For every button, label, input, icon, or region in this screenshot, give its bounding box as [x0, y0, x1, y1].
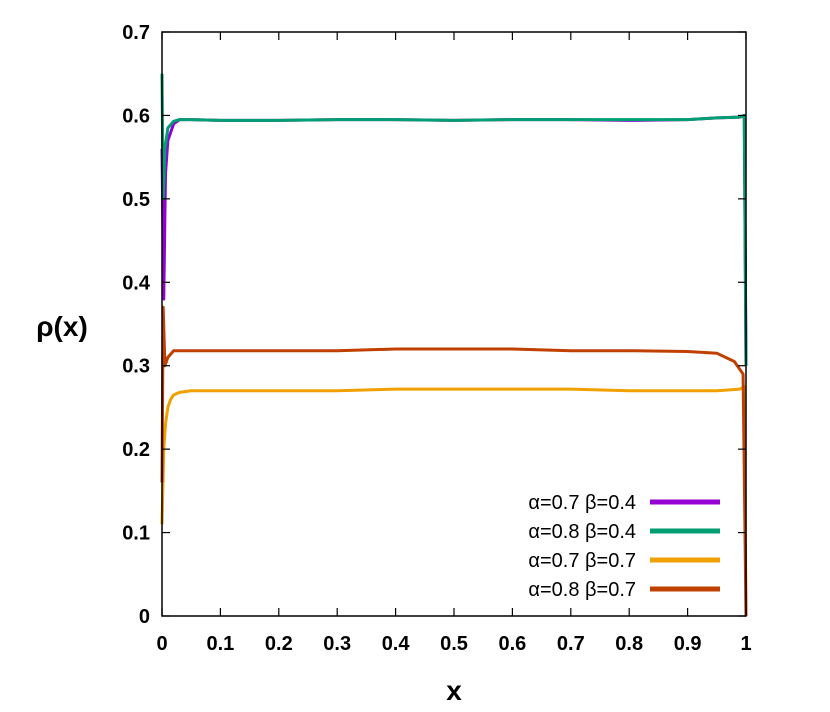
y-tick-label: 0.4: [122, 272, 151, 294]
x-tick-label: 1: [740, 633, 751, 655]
legend-label-2: α=0.8 β=0.4: [528, 521, 636, 543]
series-line-1: [160, 113, 748, 366]
x-tick-label: 0.4: [382, 633, 411, 655]
series-line-4: [160, 305, 748, 617]
legend: α=0.7 β=0.4 α=0.8 β=0.4 α=0.7 β=0.7 α=0.8 β…: [528, 492, 720, 601]
legend-label-1: α=0.7 β=0.4: [528, 492, 636, 514]
legend-label-4: α=0.8 β=0.7: [528, 579, 636, 601]
series-layer: [160, 73, 748, 617]
y-tick-label: 0.3: [122, 356, 150, 378]
ticks-layer: 0 0.1 0.2 0.3 0.4 0.5 0.6 0.7 0.8 0.9 1 0 0.1 0.2 0.3 0…: [122, 22, 751, 655]
series-line-2: [160, 73, 748, 366]
y-tick-label: 0.2: [122, 439, 150, 461]
x-tick-label: 0.5: [440, 633, 468, 655]
y-tick-label: 0: [139, 606, 150, 628]
series-line-3: [160, 385, 748, 617]
y-tick-label: 0.5: [122, 189, 150, 211]
x-tick-label: 0.9: [674, 633, 702, 655]
y-tick-label: 0.1: [122, 523, 150, 545]
y-axis-title: ρ(x): [36, 311, 88, 342]
x-tick-label: 0.8: [615, 633, 643, 655]
y-tick-label: 0.7: [122, 22, 150, 44]
x-tick-label: 0.2: [265, 633, 293, 655]
x-tick-label: 0.6: [498, 633, 526, 655]
x-axis-title: x: [446, 675, 462, 706]
x-tick-label: 0.7: [557, 633, 585, 655]
legend-label-3: α=0.7 β=0.7: [528, 550, 636, 572]
x-tick-label: 0.3: [323, 633, 351, 655]
y-tick-label: 0.6: [122, 105, 150, 127]
x-tick-label: 0.1: [206, 633, 234, 655]
x-tick-label: 0: [156, 633, 167, 655]
